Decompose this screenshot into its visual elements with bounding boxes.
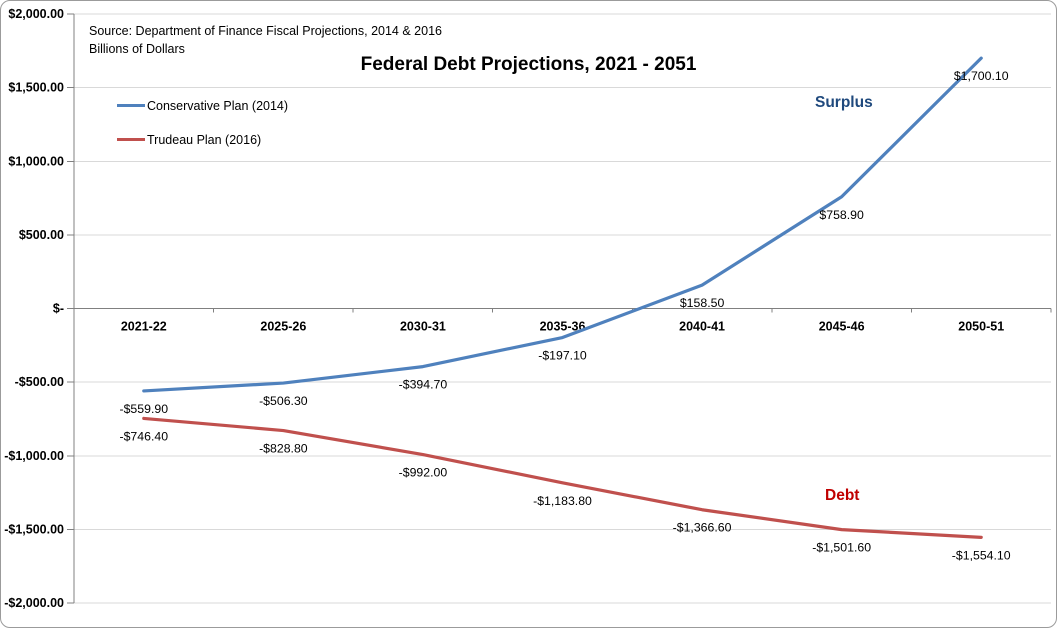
legend-item-2: Trudeau Plan (2016) [117, 130, 288, 149]
data-label: -$197.10 [538, 349, 587, 363]
data-label: -$746.40 [120, 429, 169, 443]
chart-title: Federal Debt Projections, 2021 - 2051 [360, 54, 697, 75]
trudeau-plan-line [142, 416, 983, 539]
data-label: -$828.80 [259, 442, 308, 456]
data-label: -$506.30 [259, 394, 308, 408]
data-label: -$1,554.10 [952, 548, 1011, 562]
y-tick-label: -$2,000.00 [4, 596, 64, 610]
legend-item-1: Conservative Plan (2014) [117, 96, 288, 115]
legend-label: Trudeau Plan (2016) [147, 132, 262, 147]
y-tick-label: -$1,500.00 [4, 522, 64, 536]
source-note: Source: Department of Finance Fiscal Pro… [89, 22, 442, 58]
data-label: -$1,183.80 [533, 494, 592, 508]
y-tick-label: $- [53, 302, 64, 316]
conservative-plan-line [142, 56, 983, 393]
data-label: -$394.70 [399, 378, 448, 392]
y-tick-label: -$1,000.00 [4, 449, 64, 463]
y-tick-label: $1,000.00 [8, 154, 64, 168]
legend-line-swatch [117, 104, 145, 107]
legend-label: Conservative Plan (2014) [147, 98, 289, 113]
debt-label: Debt [825, 487, 860, 504]
units-label: Billions of Dollars [89, 42, 185, 56]
x-category-label: 2030-31 [400, 320, 446, 334]
x-category-label: 2025-26 [260, 320, 306, 334]
y-tick-label: -$500.00 [15, 375, 64, 389]
data-label: $158.50 [680, 296, 725, 310]
x-category-label: 2040-41 [679, 320, 725, 334]
legend-line-swatch [117, 138, 145, 141]
surplus-label: Surplus [815, 94, 873, 111]
source-line: Source: Department of Finance Fiscal Pro… [89, 24, 442, 38]
x-category-label: 2035-36 [540, 320, 586, 334]
x-category-label: 2045-46 [819, 320, 865, 334]
data-label: $758.90 [819, 208, 864, 222]
legend: Conservative Plan (2014) Trudeau Plan (20… [117, 96, 288, 164]
data-label: -$559.90 [120, 402, 169, 416]
data-label: $1,700.10 [954, 69, 1009, 83]
y-tick-label: $2,000.00 [8, 7, 64, 21]
data-label: -$992.00 [399, 466, 448, 480]
x-category-label: 2050-51 [958, 320, 1004, 334]
y-tick-label: $500.00 [19, 228, 64, 242]
data-label: -$1,501.60 [812, 541, 871, 555]
data-label: -$1,366.60 [673, 521, 732, 535]
x-category-label: 2021-22 [121, 320, 167, 334]
y-tick-label: $1,500.00 [8, 81, 64, 95]
